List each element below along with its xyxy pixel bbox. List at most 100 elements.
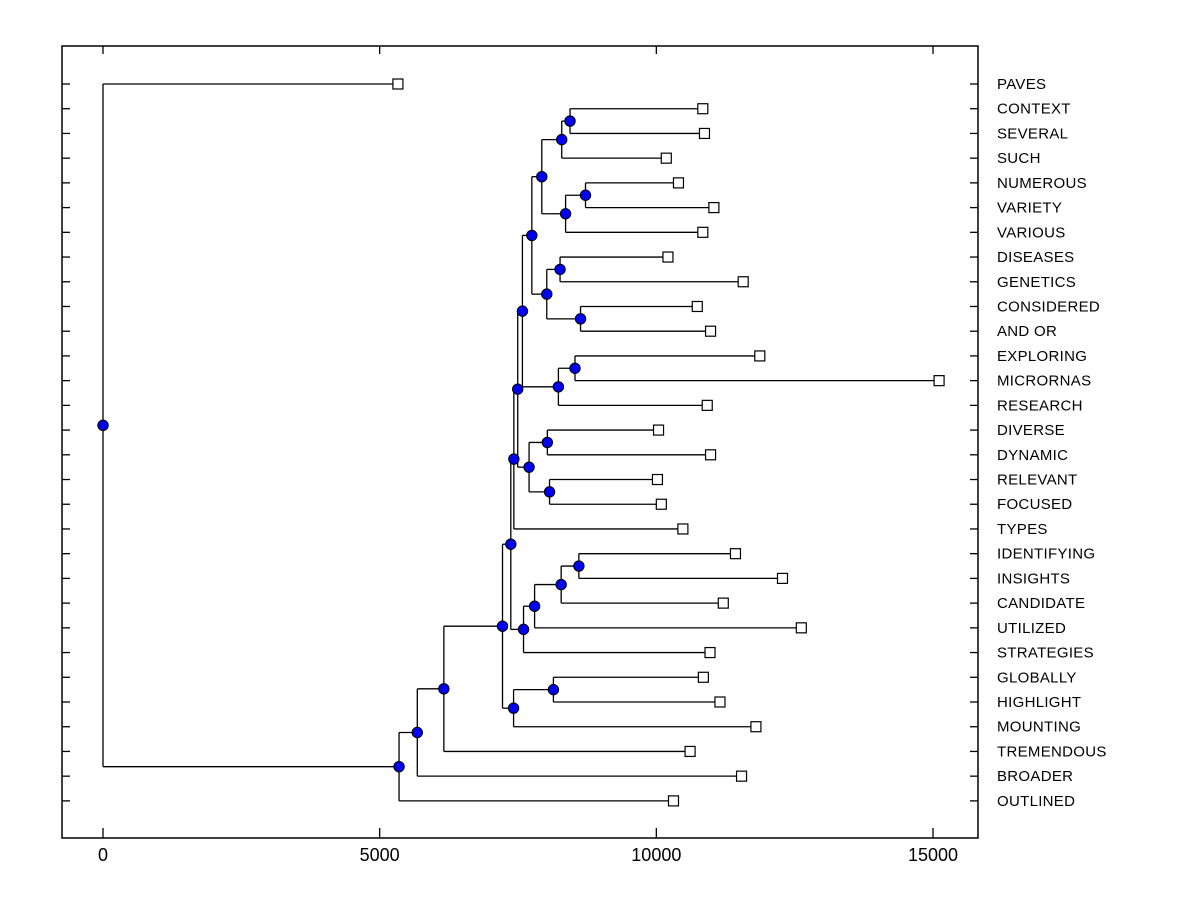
leaf-marker xyxy=(776,572,789,585)
leaf-label: CONTEXT xyxy=(997,101,1071,118)
leaf-label: TREMENDOUS xyxy=(997,743,1107,760)
leaf-label: CONSIDERED xyxy=(997,298,1100,315)
leaf-label: BROADER xyxy=(997,768,1073,785)
branch-node-marker xyxy=(536,171,548,183)
leaf-marker xyxy=(672,177,685,189)
branch-node-marker xyxy=(526,229,538,242)
branch-node-marker xyxy=(528,600,541,612)
node-markers-group xyxy=(97,78,945,807)
leaf-label: INSIGHTS xyxy=(997,570,1070,587)
leaf-marker xyxy=(737,276,749,288)
leaf-label: STRATEGIES xyxy=(997,645,1094,662)
leaf-marker xyxy=(704,325,717,337)
leaf-marker xyxy=(697,226,709,238)
branch-node-marker xyxy=(523,461,535,473)
leaf-marker xyxy=(933,375,945,387)
branch-node-marker xyxy=(516,305,529,317)
branch-node-marker xyxy=(512,383,524,395)
leaf-labels-group: PAVES CONTEXT SEVERAL SUCH NUMEROUS VARIETY VA… xyxy=(997,76,1107,810)
leaf-label: VARIOUS xyxy=(997,224,1066,241)
branch-node-marker xyxy=(505,538,517,550)
leaf-marker xyxy=(660,152,672,164)
leaf-marker xyxy=(651,473,664,486)
branch-node-marker xyxy=(555,578,567,591)
leaf-label: DYNAMIC xyxy=(997,447,1068,464)
leaf-marker xyxy=(698,127,711,140)
leaf-marker xyxy=(754,350,766,362)
branch-node-marker xyxy=(574,313,587,325)
leaf-marker xyxy=(704,646,716,659)
leaf-marker xyxy=(697,671,709,683)
branch-node-marker xyxy=(579,189,592,201)
branch-node-marker xyxy=(554,263,566,276)
leaf-label: SUCH xyxy=(997,150,1041,167)
branch-node-marker xyxy=(573,560,585,572)
x-tick-label: 0 xyxy=(98,845,108,865)
leaf-marker xyxy=(701,399,713,411)
branch-node-marker xyxy=(517,623,530,636)
leaf-marker xyxy=(667,795,680,807)
branch-node-marker xyxy=(411,726,423,739)
leaf-marker xyxy=(655,498,667,510)
leaf-label: DIVERSE xyxy=(997,422,1065,439)
leaf-label: IDENTIFYING xyxy=(997,546,1095,563)
branch-node-marker xyxy=(569,362,581,374)
branch-node-marker xyxy=(508,453,520,465)
branch-node-marker xyxy=(541,436,554,449)
plot-border xyxy=(61,45,979,839)
leaf-marker xyxy=(729,548,742,560)
leaf-label: TYPES xyxy=(997,521,1048,538)
leaf-label: RESEARCH xyxy=(997,397,1083,414)
branch-node-marker xyxy=(507,702,520,714)
leaf-marker xyxy=(795,622,807,634)
leaf-label: FOCUSED xyxy=(997,496,1072,513)
x-tick-label: 5000 xyxy=(360,845,400,865)
branch-node-marker xyxy=(393,760,405,773)
x-tick-label: 15000 xyxy=(908,845,958,865)
leaf-label: HIGHLIGHT xyxy=(997,694,1081,711)
x-tick-label: 10000 xyxy=(631,845,681,865)
leaf-label: MOUNTING xyxy=(997,719,1081,736)
leaf-marker xyxy=(392,78,404,90)
leaf-marker xyxy=(704,449,717,461)
leaf-marker xyxy=(708,202,720,214)
leaf-marker xyxy=(652,424,665,436)
leaf-label: EXPLORING xyxy=(997,348,1087,365)
branch-node-marker xyxy=(559,208,572,220)
branch-node-marker xyxy=(496,620,509,632)
branch-node-marker xyxy=(552,381,565,393)
leaf-label: SEVERAL xyxy=(997,125,1068,142)
branch-lines-group xyxy=(102,83,940,802)
branch-node-marker xyxy=(541,288,553,300)
leaf-label: UTILIZED xyxy=(997,620,1066,637)
leaf-label: AND OR xyxy=(997,323,1057,340)
leaf-marker xyxy=(714,696,726,708)
leaf-marker xyxy=(697,103,709,115)
leaf-label: RELEVANT xyxy=(997,472,1077,489)
axes-box-group: 0 5000 10000 15000 xyxy=(61,45,979,865)
branch-node-marker xyxy=(564,115,576,127)
leaf-label: CANDIDATE xyxy=(997,595,1085,612)
leaf-marker xyxy=(677,523,689,535)
branch-node-marker xyxy=(547,683,560,696)
leaf-label: VARIETY xyxy=(997,200,1062,217)
leaf-label: PAVES xyxy=(997,76,1046,93)
leaf-marker xyxy=(750,721,762,733)
leaf-label: DISEASES xyxy=(997,249,1074,266)
leaf-label: OUTLINED xyxy=(997,793,1075,810)
leaf-marker xyxy=(735,770,748,782)
leaf-label: MICRORNAS xyxy=(997,373,1091,390)
leaf-marker xyxy=(662,251,674,263)
leaf-label: GLOBALLY xyxy=(997,669,1077,686)
branch-node-marker xyxy=(438,683,450,695)
branch-node-marker xyxy=(97,419,109,432)
leaf-marker xyxy=(684,745,696,758)
leaf-marker xyxy=(691,300,703,313)
branch-node-marker xyxy=(556,133,568,146)
leaf-label: NUMEROUS xyxy=(997,175,1087,192)
leaf-label: GENETICS xyxy=(997,274,1076,291)
leaf-marker xyxy=(717,597,729,609)
branch-node-marker xyxy=(543,486,556,498)
